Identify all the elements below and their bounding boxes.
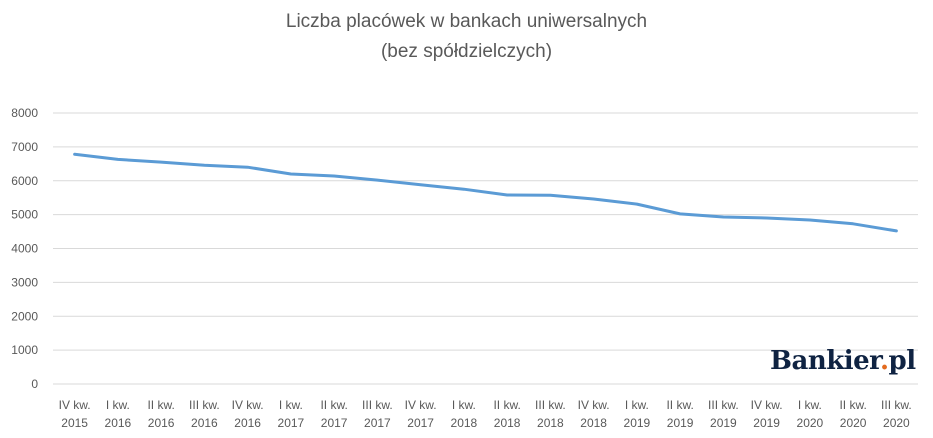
gridlines [53,112,918,385]
series-group [73,152,898,233]
x-tick-label: I kw. 2016 [105,398,132,430]
x-tick-label: IV kw. 2019 [751,398,783,430]
y-tick-label: 0 [31,377,38,391]
y-tick-label: 8000 [11,106,38,120]
y-tick-label: 6000 [11,174,38,188]
x-tick-label: IV kw. 2017 [405,398,437,430]
x-tick-label: IV kw. 2016 [232,398,264,430]
x-tick-label: III kw. 2018 [535,398,566,430]
y-axis-tick-labels: 0 1000 2000 3000 4000 5000 6000 7000 8000 [11,106,38,391]
y-tick-label: 1000 [11,343,38,357]
x-tick-label: II kw. 2017 [320,398,347,430]
y-tick-label: 7000 [11,140,38,154]
x-tick-label: III kw. 2016 [189,398,220,430]
y-tick-label: 3000 [11,275,38,289]
x-tick-label: III kw. 2019 [708,398,739,430]
x-tick-label: II kw. 2018 [493,398,520,430]
x-tick-label: IV kw. 2018 [578,398,610,430]
y-tick-label: 4000 [11,242,38,256]
x-tick-label: I kw. 2017 [278,398,305,430]
chart-title: Liczba placówek w bankach uniwersalnych [285,11,648,32]
bankier-logo: Bankier.pl [770,346,916,376]
y-tick-label: 2000 [11,309,38,323]
x-tick-label: I kw. 2018 [451,398,478,430]
x-tick-label: III kw. 2020 [881,398,912,430]
x-tick-label: III kw. 2017 [362,398,393,430]
x-tick-label: II kw. 2020 [839,398,866,430]
x-axis-tick-labels: IV kw. 2015 I kw. 2016 II kw. 2016 III kw. 2016… [59,398,912,430]
y-tick-label: 5000 [11,208,38,222]
series-line [73,152,898,233]
x-tick-label: I kw. 2019 [624,398,651,430]
x-tick-label: I kw. 2020 [797,398,824,430]
x-tick-label: IV kw. 2015 [59,398,91,430]
chart-subtitle: (bez spółdzielczych) [380,41,553,62]
x-tick-label: II kw. 2016 [147,398,174,430]
x-tick-label: II kw. 2019 [666,398,693,430]
